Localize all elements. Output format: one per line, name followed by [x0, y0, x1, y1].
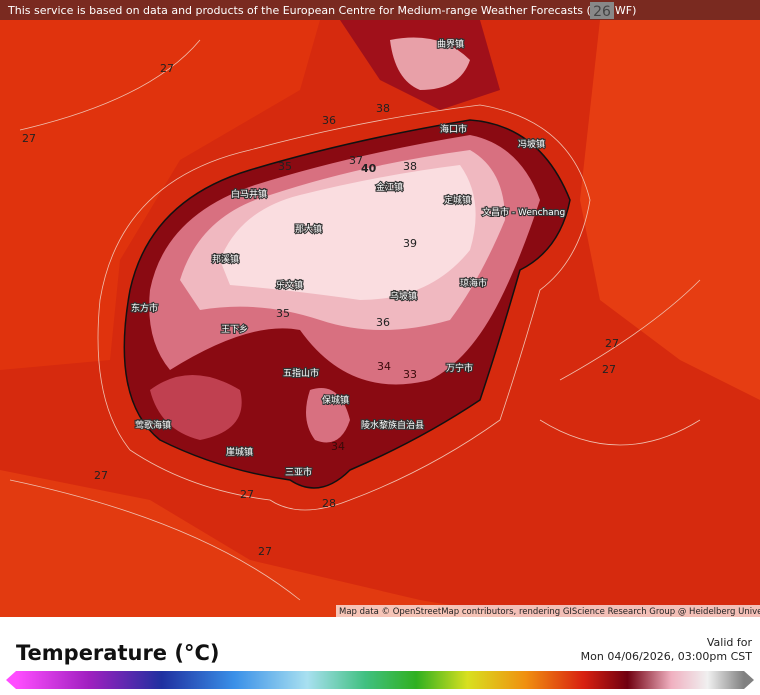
place: 海口市: [440, 123, 467, 135]
place: 冯坡镇: [518, 138, 545, 150]
place: 保城镇: [322, 394, 349, 406]
place: 金江镇: [376, 181, 403, 193]
valid-label: Valid for: [707, 636, 753, 649]
colorbar-arrow: [6, 671, 16, 689]
contour-label: 38: [403, 160, 417, 173]
contour-label: 40: [361, 162, 377, 175]
notice: This service is based on data and produc…: [7, 4, 636, 17]
attribution-box: [336, 605, 760, 617]
place: 三亚市: [285, 466, 312, 478]
map: [0, 0, 760, 617]
contour-label: 28: [322, 497, 336, 510]
contour-label: 34: [377, 360, 391, 373]
contour-label: 34: [331, 440, 345, 453]
place: 五指山市: [283, 367, 319, 379]
place: 琼海市: [460, 277, 487, 289]
colorbar: [16, 671, 744, 689]
attribution: Map data © OpenStreetMap contributors, r…: [339, 607, 760, 617]
contour-label: 36: [376, 316, 390, 329]
contour-label: 35: [278, 160, 292, 173]
place: 乐文镇: [276, 279, 303, 291]
place: 崖城镇: [226, 446, 253, 458]
header-bar: [0, 0, 760, 20]
contour-label: 27: [22, 132, 36, 145]
badge: 26: [593, 4, 611, 20]
contour-label: 27: [94, 469, 108, 482]
place: 东方市: [131, 302, 158, 314]
contour-label: 27: [602, 363, 616, 376]
badge-box: [590, 2, 614, 19]
place: 文昌市 - Wenchang: [482, 206, 565, 218]
contour-label: 38: [376, 102, 390, 115]
contour-label: 35: [276, 307, 290, 320]
colorbar-arrow: [744, 671, 754, 689]
contour-label: 36: [322, 114, 336, 127]
contour-labels: 27 36 38 37 40 38 39 35 36 35 34 33 34 2…: [22, 62, 619, 558]
place: 定城镇: [444, 194, 471, 206]
place: 陵水黎族自治县: [361, 419, 424, 431]
contour-label: 27: [605, 337, 619, 350]
place: 莺歌海镇: [135, 419, 171, 431]
contour-label: 27: [258, 545, 272, 558]
place: 王下乡: [221, 324, 248, 335]
places: 曲界镇 海口市 冯坡镇 金江镇 白马井镇 定城镇 文昌市 - Wenchang …: [130, 37, 566, 479]
place: 万宁市: [446, 362, 473, 374]
contour-label: 39: [403, 237, 417, 250]
contour-label: 33: [403, 368, 417, 381]
place: 那大镇: [295, 223, 322, 235]
place: 曲界镇: [437, 38, 464, 50]
place: 乌坡镇: [390, 290, 417, 302]
contour-label: 27: [160, 62, 174, 75]
valid-time: Mon 04/06/2026, 03:00pm CST: [581, 650, 753, 663]
place: 白马井镇: [231, 188, 267, 200]
contour-label: 27: [240, 488, 254, 501]
legend-title: Temperature (°C): [16, 641, 219, 665]
contour-label: 37: [349, 154, 363, 167]
place: 邦溪镇: [212, 253, 239, 265]
